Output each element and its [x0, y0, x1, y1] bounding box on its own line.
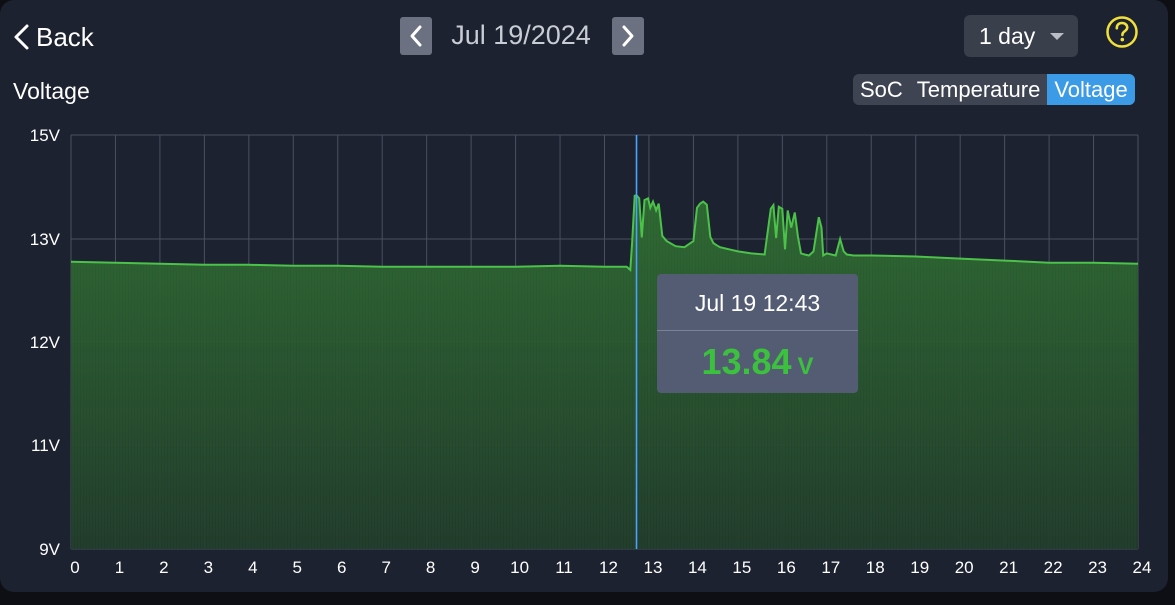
back-label: Back	[36, 21, 94, 52]
x-tick-label: 9	[470, 558, 479, 577]
x-tick-label: 22	[1044, 558, 1063, 577]
x-tick-label: 24	[1133, 558, 1152, 577]
x-tick-label: 16	[777, 558, 796, 577]
y-tick-label: 11V	[31, 436, 61, 455]
tab-soc[interactable]: SoC	[860, 77, 903, 102]
x-tick-label: 5	[293, 558, 302, 577]
next-day-button[interactable]	[612, 17, 644, 55]
x-tick-label: 15	[732, 558, 751, 577]
voltage-history-screen: Back Jul 19/2024 1 day Voltage SoC Tempe…	[0, 0, 1168, 592]
chevron-left-icon	[410, 25, 422, 47]
previous-day-button[interactable]	[400, 17, 432, 55]
tooltip-unit: V	[797, 353, 814, 380]
x-tick-label: 14	[688, 558, 707, 577]
x-tick-label: 23	[1088, 558, 1107, 577]
x-tick-label: 2	[159, 558, 168, 577]
range-dropdown[interactable]: 1 day	[964, 15, 1078, 57]
y-tick-label: 13V	[30, 230, 61, 249]
x-tick-label: 13	[643, 558, 662, 577]
metric-tabs: SoC Temperature Voltage	[853, 74, 1135, 105]
y-tick-label: 15V	[30, 126, 61, 145]
tab-temperature[interactable]: Temperature	[916, 77, 1041, 102]
x-tick-label: 8	[426, 558, 435, 577]
tooltip-value: 13.84 V	[657, 331, 858, 383]
x-tick-label: 11	[555, 558, 573, 577]
value-tooltip: Jul 19 12:43 13.84 V	[657, 274, 858, 393]
x-tick-label: 1	[115, 558, 124, 577]
chevron-left-icon	[14, 24, 29, 50]
x-tick-label: 21	[999, 558, 1018, 577]
caret-down-icon	[1050, 33, 1064, 40]
y-tick-label: 12V	[30, 333, 61, 352]
voltage-line	[70, 194, 1139, 272]
y-tick-label: 9V	[39, 540, 60, 559]
x-tick-label: 20	[955, 558, 974, 577]
x-tick-label: 3	[204, 558, 213, 577]
chevron-right-icon	[622, 25, 634, 47]
current-date: Jul 19/2024	[451, 20, 591, 50]
panel-title: Voltage	[13, 78, 90, 104]
x-tick-label: 17	[821, 558, 840, 577]
x-tick-label: 18	[866, 558, 885, 577]
x-tick-label: 6	[337, 558, 346, 577]
range-value: 1 day	[979, 22, 1036, 49]
x-tick-label: 7	[381, 558, 390, 577]
help-icon[interactable]	[1104, 14, 1140, 50]
x-tick-label: 0	[70, 558, 79, 577]
x-tick-label: 4	[248, 558, 257, 577]
x-tick-label: 19	[910, 558, 929, 577]
voltage-area-fill	[71, 195, 1138, 550]
x-tick-label: 10	[510, 558, 529, 577]
x-tick-label: 12	[599, 558, 618, 577]
tab-voltage[interactable]: Voltage	[1047, 74, 1135, 105]
back-button[interactable]: Back	[12, 20, 94, 54]
tooltip-time: Jul 19 12:43	[657, 274, 858, 331]
tooltip-number: 13.84	[701, 341, 792, 382]
